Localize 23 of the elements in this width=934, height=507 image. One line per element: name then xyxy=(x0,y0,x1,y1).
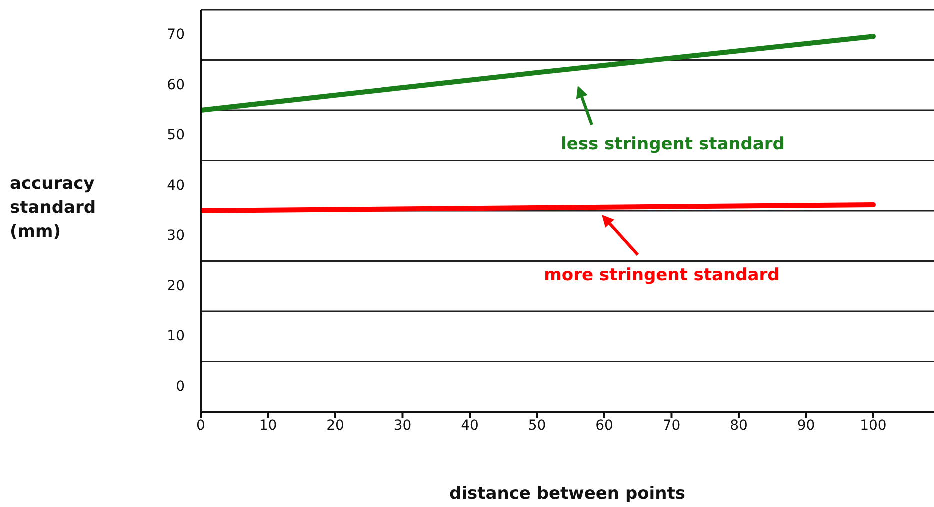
y-tick-label: 0 xyxy=(176,378,185,395)
x-tick-label: 10 xyxy=(259,418,278,434)
annotation: less stringent standard xyxy=(561,134,785,155)
y-tick-label: 70 xyxy=(167,27,185,44)
annotation: more stringent standard xyxy=(544,266,780,286)
x-tick-label: 20 xyxy=(326,418,344,434)
y-axis-title: accuracy standard (mm) xyxy=(10,174,96,242)
x-axis-title: distance between points xyxy=(450,484,686,504)
y-tick-label: 40 xyxy=(167,178,185,194)
y-tick-label: 50 xyxy=(167,128,185,144)
y-tick-label: 20 xyxy=(167,278,185,294)
x-tick-label: 50 xyxy=(528,418,546,434)
x-tick-label: 0 xyxy=(196,418,206,434)
x-tick-label: 70 xyxy=(662,418,681,434)
x-tick-label: 90 xyxy=(797,418,816,434)
x-tick-label: 30 xyxy=(394,418,412,434)
y-tick-label: 10 xyxy=(167,328,185,345)
x-tick-label: 40 xyxy=(461,418,479,434)
x-tick-label: 100 xyxy=(860,418,887,434)
x-tick-label: 60 xyxy=(596,418,614,434)
x-tick-label: 80 xyxy=(730,418,748,434)
y-tick-label: 60 xyxy=(167,77,185,94)
y-tick-label: 30 xyxy=(167,228,185,244)
